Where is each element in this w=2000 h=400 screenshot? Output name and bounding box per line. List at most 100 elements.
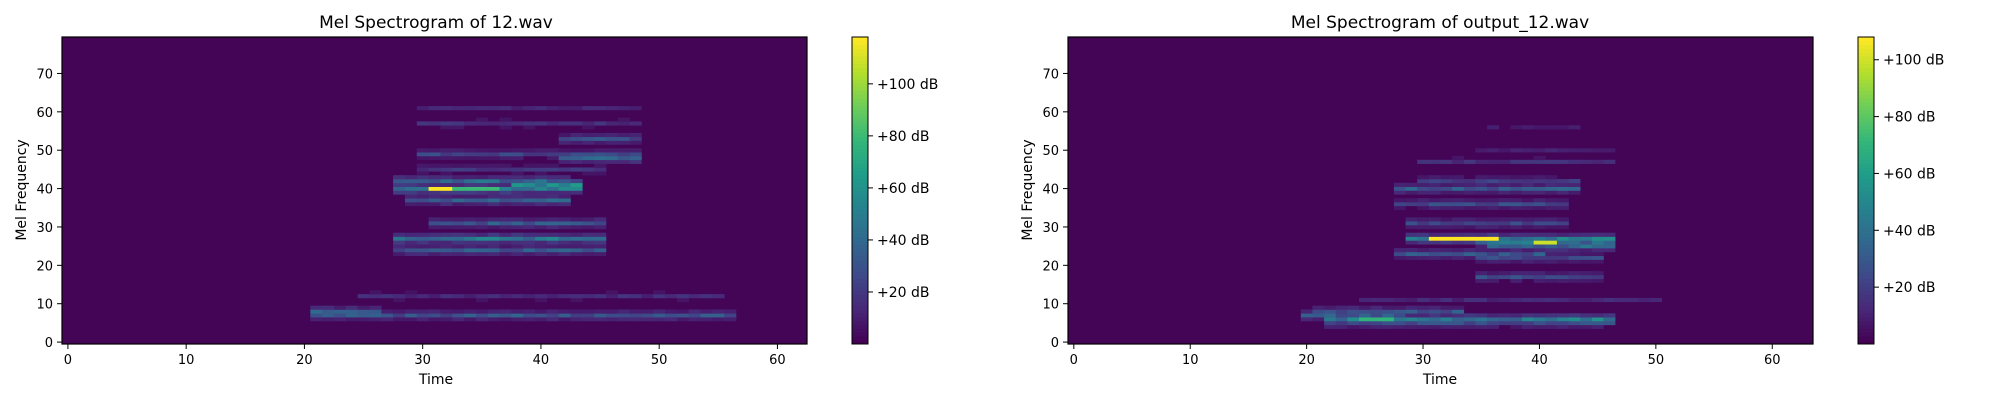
heatmap-cell	[665, 294, 678, 299]
heatmap-cell	[1393, 182, 1406, 187]
heatmap-cell	[452, 225, 465, 230]
heatmap-cell	[1498, 175, 1511, 180]
heatmap-cell	[1452, 305, 1465, 310]
heatmap-cell	[582, 106, 595, 111]
heatmap-cell	[1417, 305, 1430, 310]
heatmap-cell	[1556, 225, 1569, 230]
heatmap-cell	[1440, 240, 1453, 245]
heatmap-cell	[345, 305, 358, 310]
heatmap-cell	[464, 202, 477, 207]
heatmap-cell	[1591, 251, 1604, 257]
colorbar-segment	[1858, 98, 1874, 103]
heatmap-cell	[1452, 202, 1465, 207]
heatmap-cell	[1498, 178, 1511, 184]
heatmap-cell	[393, 297, 406, 303]
heatmap-cell	[1417, 309, 1430, 314]
heatmap-cell	[1533, 182, 1546, 187]
colorbar-tick-label: +40 dB	[1883, 223, 1936, 239]
heatmap-cell	[1510, 186, 1523, 191]
heatmap-cell	[594, 167, 607, 172]
heatmap-cell	[1556, 205, 1569, 210]
heatmap-cell	[511, 221, 524, 226]
heatmap-cell	[440, 244, 453, 249]
colorbar-segment	[1858, 52, 1874, 57]
heatmap-cell	[416, 202, 429, 207]
heatmap-cell	[712, 313, 725, 318]
heatmap-cell	[594, 155, 607, 161]
heatmap-cell	[570, 121, 583, 126]
heatmap-cell	[440, 106, 453, 111]
heatmap-cell	[464, 317, 477, 322]
heatmap-cell	[416, 294, 429, 299]
heatmap-cell	[523, 182, 536, 187]
heatmap-cell	[1452, 178, 1465, 184]
heatmap-cell	[546, 251, 559, 257]
heatmap-cell	[464, 155, 477, 161]
heatmap-cell	[570, 152, 583, 157]
colorbar-segment	[1858, 232, 1874, 237]
heatmap-cell	[1359, 320, 1371, 326]
heatmap-cell	[629, 140, 642, 145]
heatmap-cell	[1405, 324, 1418, 329]
heatmap-cell	[452, 251, 465, 257]
colorbar-segment	[1858, 186, 1874, 191]
heatmap-cell	[416, 148, 429, 153]
heatmap-cell	[1405, 317, 1418, 322]
heatmap-cell	[1556, 255, 1569, 260]
heatmap-cell	[1521, 217, 1534, 222]
colorbar-segment	[852, 286, 868, 291]
colorbar-segment	[852, 102, 868, 107]
heatmap-cell	[1452, 297, 1465, 303]
heatmap-cell	[1556, 274, 1569, 280]
colorbar-segment	[852, 159, 868, 165]
colorbar-segment	[1858, 60, 1874, 65]
heatmap-cell	[1533, 271, 1546, 276]
heatmap-cell	[452, 163, 465, 168]
colorbar-tick-label: +80 dB	[1883, 110, 1936, 126]
heatmap-cell	[1382, 320, 1395, 326]
heatmap-cells	[1068, 37, 1813, 344]
heatmap-cell	[1428, 232, 1441, 237]
heatmap-cell	[511, 175, 524, 180]
heatmap-cell	[629, 294, 642, 299]
heatmap-cell	[487, 155, 500, 161]
colorbar-segment	[852, 194, 868, 199]
heatmap-cell	[1498, 182, 1511, 187]
heatmap-cell	[452, 240, 465, 245]
heatmap-cell	[1452, 175, 1465, 180]
heatmap-cell	[333, 317, 347, 322]
colorbar-segment	[1858, 63, 1874, 69]
heatmap-cell	[1347, 313, 1360, 318]
heatmap-cell	[511, 190, 524, 195]
heatmap-cell	[404, 290, 418, 295]
heatmap-cell	[535, 121, 548, 126]
heatmap-cell	[1510, 198, 1523, 203]
colorbar-segment	[1858, 94, 1874, 99]
heatmap-cell	[1556, 313, 1569, 318]
heatmap-cell	[617, 140, 630, 145]
heatmap-cell	[712, 317, 725, 322]
heatmap-cell	[511, 244, 524, 249]
heatmap-cell	[487, 221, 500, 226]
heatmap-cell	[546, 313, 559, 318]
heatmap-cell	[1463, 178, 1476, 184]
heatmap-cell	[464, 232, 477, 237]
heatmap-cell	[464, 167, 477, 172]
heatmap-cell	[558, 152, 571, 157]
heatmap-cell	[1510, 125, 1523, 130]
heatmap-cell	[1568, 232, 1581, 237]
heatmap-cell	[487, 313, 500, 318]
heatmap-cell	[393, 186, 406, 191]
colorbar-segment	[852, 294, 868, 299]
colorbar-segment	[852, 198, 868, 203]
heatmap-cell	[1556, 159, 1569, 164]
heatmap-cell	[1370, 309, 1383, 314]
heatmap-cell	[393, 317, 406, 322]
colorbar-segment	[852, 271, 868, 276]
x-tick-label: 60	[1764, 353, 1781, 368]
heatmap-cell	[475, 117, 489, 122]
heatmap-cell	[1591, 271, 1604, 276]
heatmap-cell	[570, 309, 583, 314]
heatmap-cell	[1312, 317, 1325, 322]
heatmap-cell	[1393, 248, 1406, 253]
